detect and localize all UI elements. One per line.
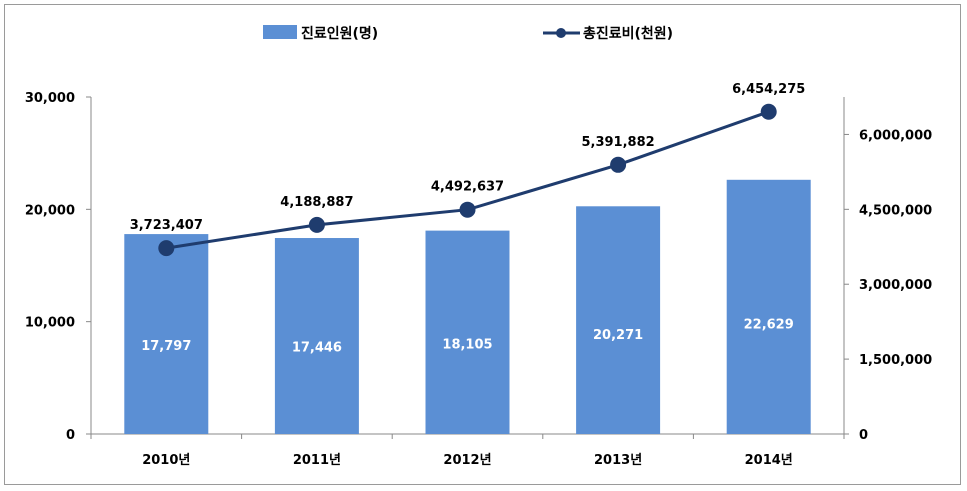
x-tick-label: 2013년 bbox=[594, 453, 642, 468]
chart-frame: 0 10,000 20,000 30,000 0 1,500,000 3,000,000 4,… bbox=[4, 4, 961, 485]
left-tick-label: 0 bbox=[66, 428, 75, 443]
line-data-label: 4,492,637 bbox=[431, 180, 504, 195]
legend-line-marker bbox=[556, 28, 566, 38]
line-data-label: 4,188,887 bbox=[280, 195, 353, 210]
x-tick-label: 2011년 bbox=[293, 453, 341, 468]
line-point bbox=[308, 216, 325, 233]
x-tick-label: 2010년 bbox=[142, 453, 190, 468]
right-tick-label: 1,500,000 bbox=[859, 353, 932, 368]
left-tick-label: 30,000 bbox=[25, 91, 75, 106]
bar-data-label: 17,446 bbox=[292, 341, 342, 356]
line-data-label: 6,454,275 bbox=[732, 82, 805, 97]
legend-bar-label: 진료인원(명) bbox=[301, 25, 378, 42]
right-tick-label: 3,000,000 bbox=[859, 278, 932, 293]
bar-data-label: 18,105 bbox=[442, 338, 492, 353]
line-data-label: 5,391,882 bbox=[581, 135, 654, 150]
x-tick-label: 2014년 bbox=[745, 453, 793, 468]
legend-line-label: 총진료비(천원) bbox=[583, 25, 673, 42]
line-data-label: 3,723,407 bbox=[130, 218, 203, 233]
right-tick-label: 0 bbox=[859, 428, 868, 443]
left-tick-label: 10,000 bbox=[25, 316, 75, 331]
bar-data-label: 20,271 bbox=[593, 328, 643, 343]
line-point bbox=[760, 103, 777, 120]
bar-data-label: 17,797 bbox=[141, 339, 191, 354]
line-point bbox=[610, 156, 627, 173]
bar-data-label: 22,629 bbox=[744, 317, 794, 332]
line-point bbox=[459, 201, 476, 218]
x-tick-label: 2012년 bbox=[443, 453, 491, 468]
right-tick-label: 6,000,000 bbox=[859, 128, 932, 143]
bar bbox=[425, 230, 510, 434]
bar bbox=[726, 179, 811, 434]
bar bbox=[576, 206, 661, 434]
legend-bar-swatch bbox=[263, 25, 297, 39]
right-tick-label: 4,500,000 bbox=[859, 203, 932, 218]
line-point bbox=[158, 240, 175, 257]
bar bbox=[124, 234, 209, 434]
bar bbox=[274, 238, 359, 434]
combo-chart: 0 10,000 20,000 30,000 0 1,500,000 3,000,000 4,… bbox=[25, 25, 932, 468]
left-tick-label: 20,000 bbox=[25, 203, 75, 218]
